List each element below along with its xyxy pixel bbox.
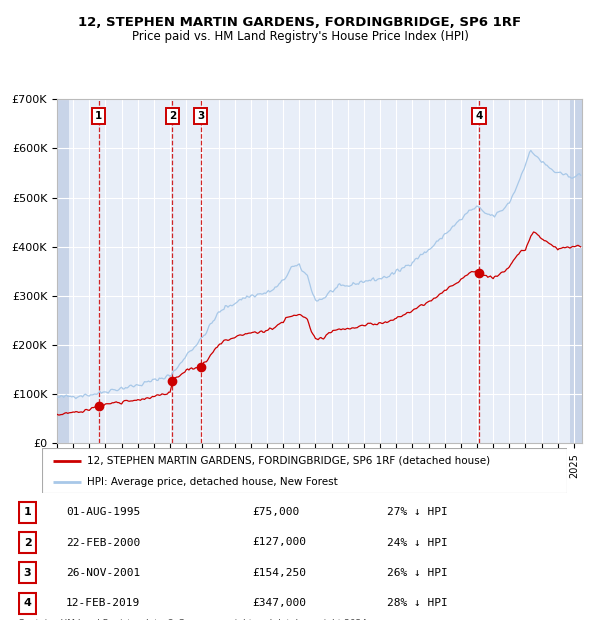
Text: £127,000: £127,000 [252, 538, 306, 547]
Text: 12, STEPHEN MARTIN GARDENS, FORDINGBRIDGE, SP6 1RF (detached house): 12, STEPHEN MARTIN GARDENS, FORDINGBRIDG… [86, 456, 490, 466]
Text: £347,000: £347,000 [252, 598, 306, 608]
Text: 1: 1 [24, 507, 31, 517]
Bar [57, 99, 69, 443]
Text: 2: 2 [24, 538, 31, 547]
Text: 4: 4 [23, 598, 32, 608]
Bar [19, 562, 36, 583]
Text: 27% ↓ HPI: 27% ↓ HPI [387, 507, 448, 517]
Text: Price paid vs. HM Land Registry's House Price Index (HPI): Price paid vs. HM Land Registry's House … [131, 30, 469, 43]
Text: 4: 4 [475, 112, 482, 122]
Bar [19, 502, 36, 523]
Text: 26% ↓ HPI: 26% ↓ HPI [387, 568, 448, 578]
Text: 28% ↓ HPI: 28% ↓ HPI [387, 598, 448, 608]
Text: 01-AUG-1995: 01-AUG-1995 [66, 507, 140, 517]
Text: £154,250: £154,250 [252, 568, 306, 578]
Text: 1: 1 [95, 112, 103, 122]
Text: HPI: Average price, detached house, New Forest: HPI: Average price, detached house, New … [86, 477, 337, 487]
Text: 22-FEB-2000: 22-FEB-2000 [66, 538, 140, 547]
Text: 12, STEPHEN MARTIN GARDENS, FORDINGBRIDGE, SP6 1RF: 12, STEPHEN MARTIN GARDENS, FORDINGBRIDG… [79, 16, 521, 29]
Text: 24% ↓ HPI: 24% ↓ HPI [387, 538, 448, 547]
Text: 3: 3 [197, 112, 205, 122]
Text: 3: 3 [24, 568, 31, 578]
Text: 26-NOV-2001: 26-NOV-2001 [66, 568, 140, 578]
Text: Contains HM Land Registry data © Crown copyright and database right 2024.: Contains HM Land Registry data © Crown c… [18, 619, 370, 620]
Bar [19, 593, 36, 614]
Bar [570, 99, 582, 443]
Text: 2: 2 [169, 112, 176, 122]
Bar [19, 532, 36, 553]
Text: £75,000: £75,000 [252, 507, 299, 517]
Text: 12-FEB-2019: 12-FEB-2019 [66, 598, 140, 608]
